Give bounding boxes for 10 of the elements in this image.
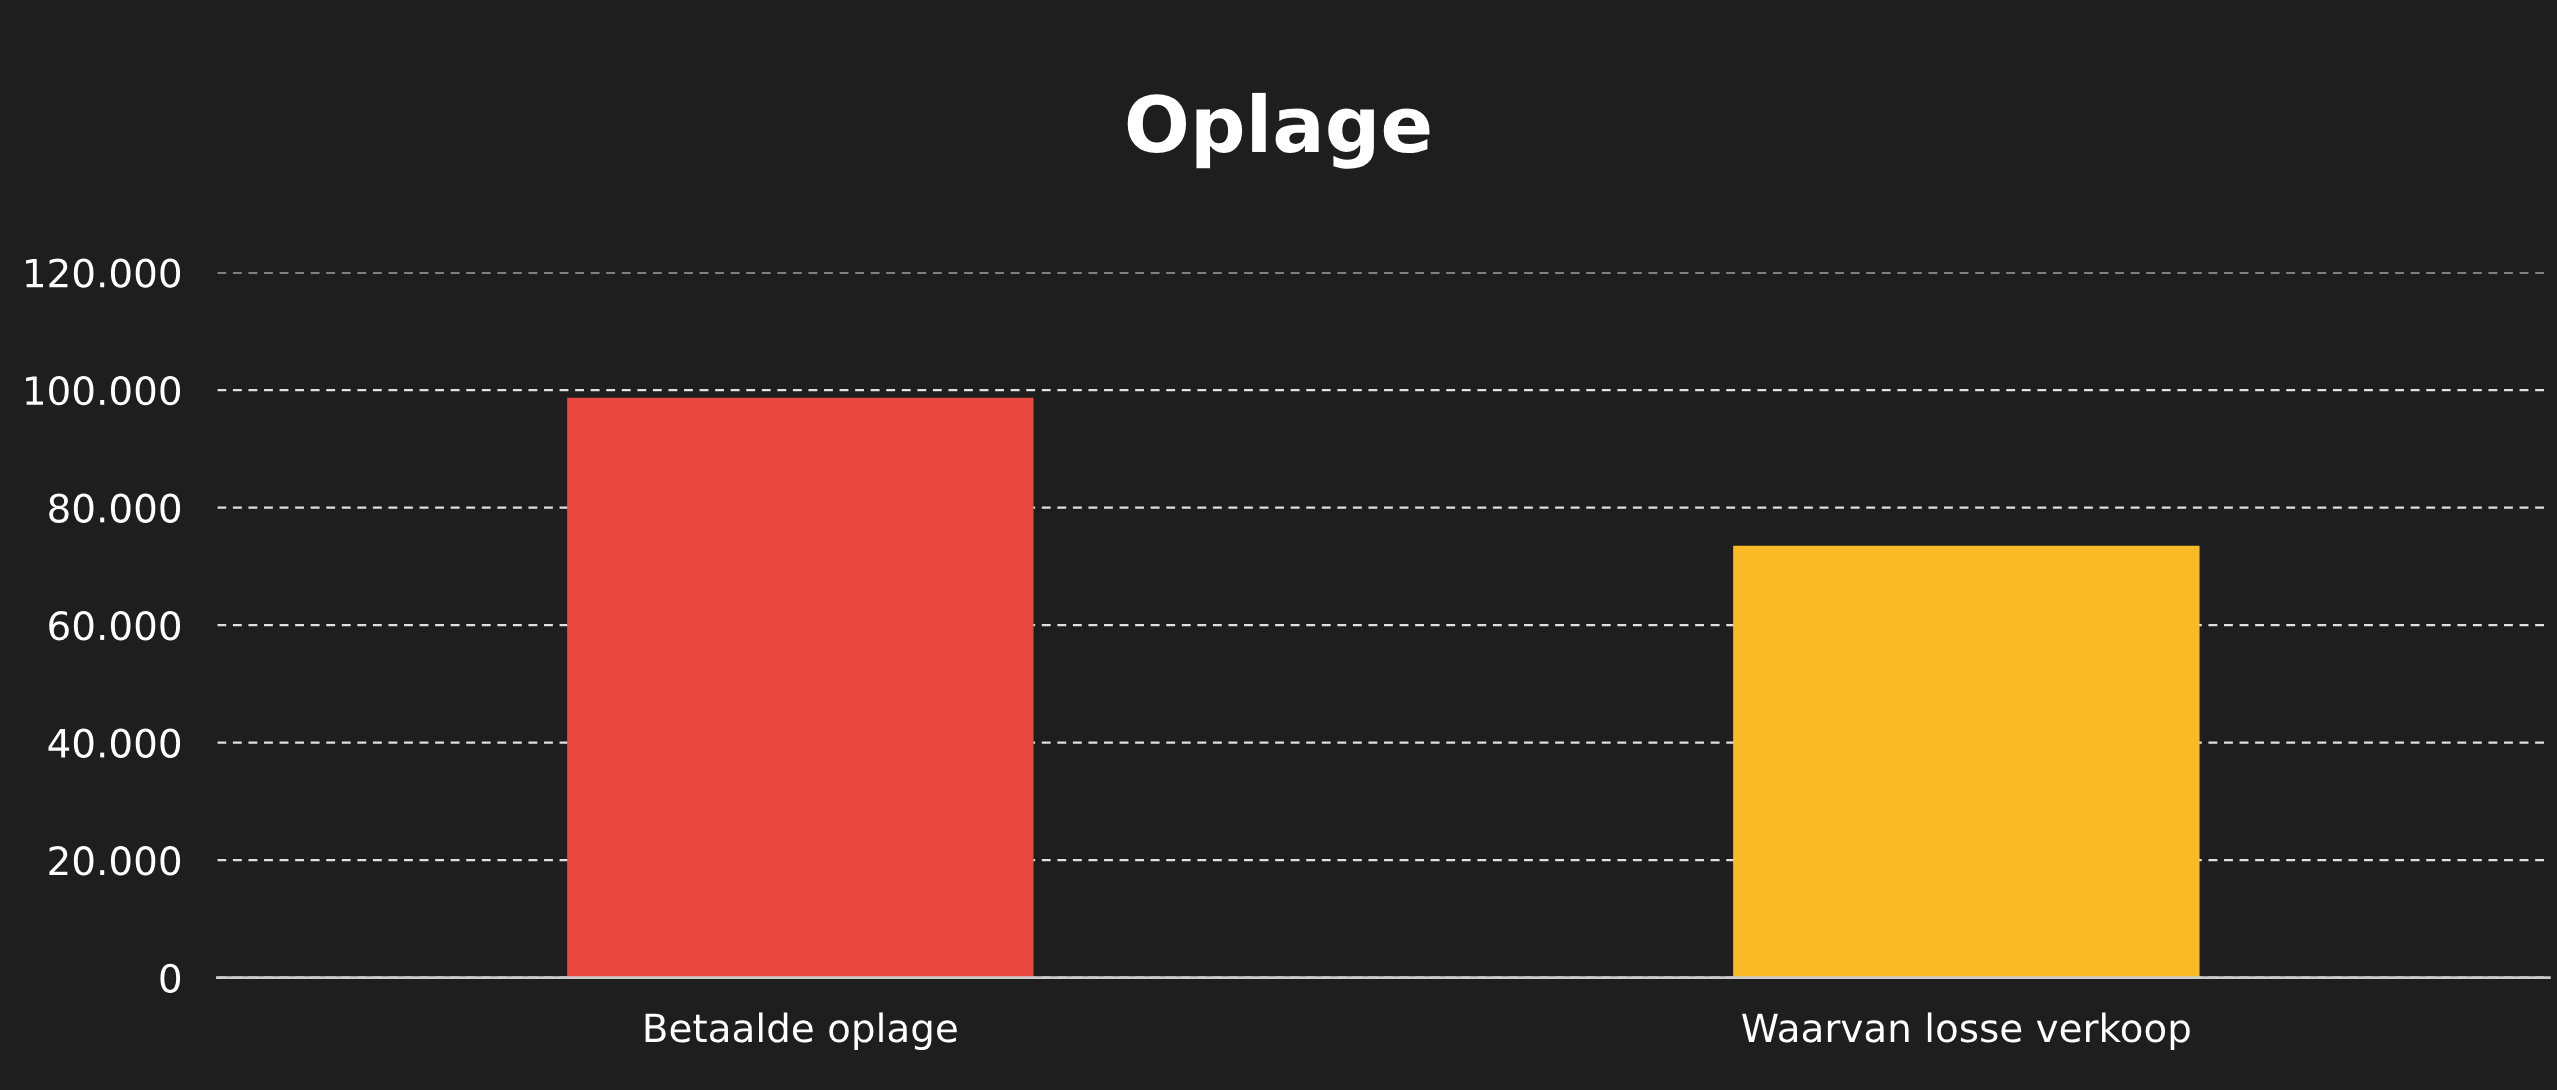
y-tick-label: 120.000 — [26, 258, 181, 288]
y-tick-label: 0 — [160, 963, 181, 994]
y-tick-label: 60.000 — [49, 611, 181, 641]
y-tick-label: 80.000 — [49, 493, 181, 523]
y-tick-label: 40.000 — [48, 728, 181, 758]
x-tick-label: Betaalde oplage — [645, 1012, 957, 1051]
y-tick-label: 20.000 — [49, 846, 181, 876]
y-tick-label: 100.000 — [26, 375, 181, 406]
chart-title: Oplage — [1127, 92, 1430, 169]
x-tick-label: Waarvan losse verkoop — [1742, 1012, 2190, 1051]
